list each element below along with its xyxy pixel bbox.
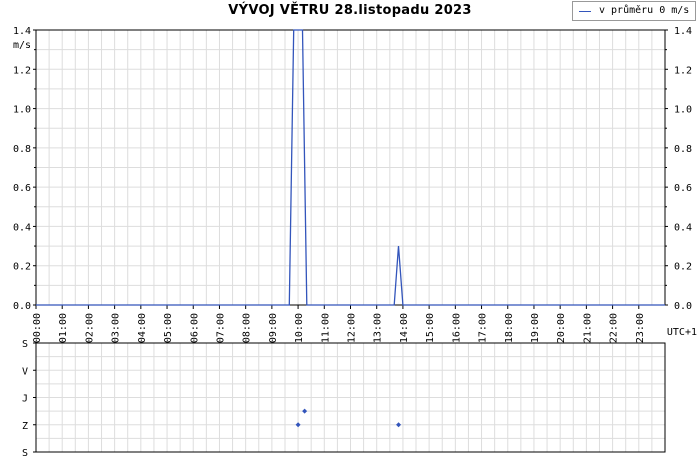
legend: v průměru 0 m/s: [572, 1, 696, 21]
chart-title: VÝVOJ VĚTRU 28.listopadu 2023: [228, 3, 472, 18]
y-tick-label-left: 0.6: [13, 183, 31, 194]
y-tick-label-left: 1.0: [13, 105, 31, 116]
x-tick-label: 13:00: [373, 313, 384, 343]
x-tick-label: 05:00: [163, 313, 174, 343]
x-tick-label: 18:00: [504, 313, 515, 343]
direction-label: J: [22, 394, 28, 405]
y-tick-label-right: 1.4: [674, 26, 692, 37]
x-tick-label: 04:00: [137, 313, 148, 343]
direction-label: S: [22, 339, 28, 350]
x-tick-label: 23:00: [635, 313, 646, 343]
legend-label: v průměru 0 m/s: [599, 5, 690, 16]
direction-label: S: [22, 448, 28, 459]
x-tick-label: 14:00: [399, 313, 410, 343]
timezone-label: UTC+1: [667, 327, 697, 338]
x-tick-label: 00:00: [32, 313, 43, 343]
x-tick-label: 10:00: [294, 313, 305, 343]
y-tick-label-left: 0.4: [13, 222, 31, 233]
x-tick-label: 22:00: [609, 313, 620, 343]
y-axis-unit-label: m/s: [13, 40, 31, 51]
x-tick-label: 06:00: [189, 313, 200, 343]
y-tick-label-right: 0.0: [674, 301, 692, 312]
y-tick-label-right: 0.4: [674, 222, 692, 233]
y-tick-label-left: 0.8: [13, 144, 31, 155]
direction-label: V: [22, 366, 28, 377]
wind-speed-line: [36, 29, 665, 306]
y-tick-label-right: 0.6: [674, 183, 692, 194]
wind-direction-point: [295, 422, 301, 428]
y-tick-label-right: 0.8: [674, 144, 692, 155]
direction-label: Z: [22, 421, 28, 432]
x-tick-label: 19:00: [530, 313, 541, 343]
x-tick-label: 17:00: [478, 313, 489, 343]
wind-direction-point: [302, 408, 308, 414]
wind-direction-point: [396, 422, 402, 428]
x-tick-label: 03:00: [111, 313, 122, 343]
y-tick-label-right: 1.0: [674, 105, 692, 116]
x-tick-label: 07:00: [215, 313, 226, 343]
y-tick-label-left: 1.2: [13, 65, 31, 76]
x-tick-label: 12:00: [347, 313, 358, 343]
x-tick-label: 16:00: [451, 313, 462, 343]
x-tick-label: 21:00: [582, 313, 593, 343]
x-tick-label: 11:00: [320, 313, 331, 343]
y-tick-label-left: 0.0: [13, 301, 31, 312]
legend-swatch: [579, 11, 591, 12]
y-tick-label-left: 0.2: [13, 262, 31, 273]
x-tick-label: 01:00: [58, 313, 69, 343]
y-tick-label-right: 1.2: [674, 65, 692, 76]
y-tick-label-right: 0.2: [674, 262, 692, 273]
x-tick-label: 15:00: [425, 313, 436, 343]
x-tick-label: 09:00: [268, 313, 279, 343]
y-tick-label-left: 1.4: [13, 26, 31, 37]
x-tick-label: 20:00: [556, 313, 567, 343]
x-tick-label: 08:00: [242, 313, 253, 343]
x-tick-label: 02:00: [84, 313, 95, 343]
